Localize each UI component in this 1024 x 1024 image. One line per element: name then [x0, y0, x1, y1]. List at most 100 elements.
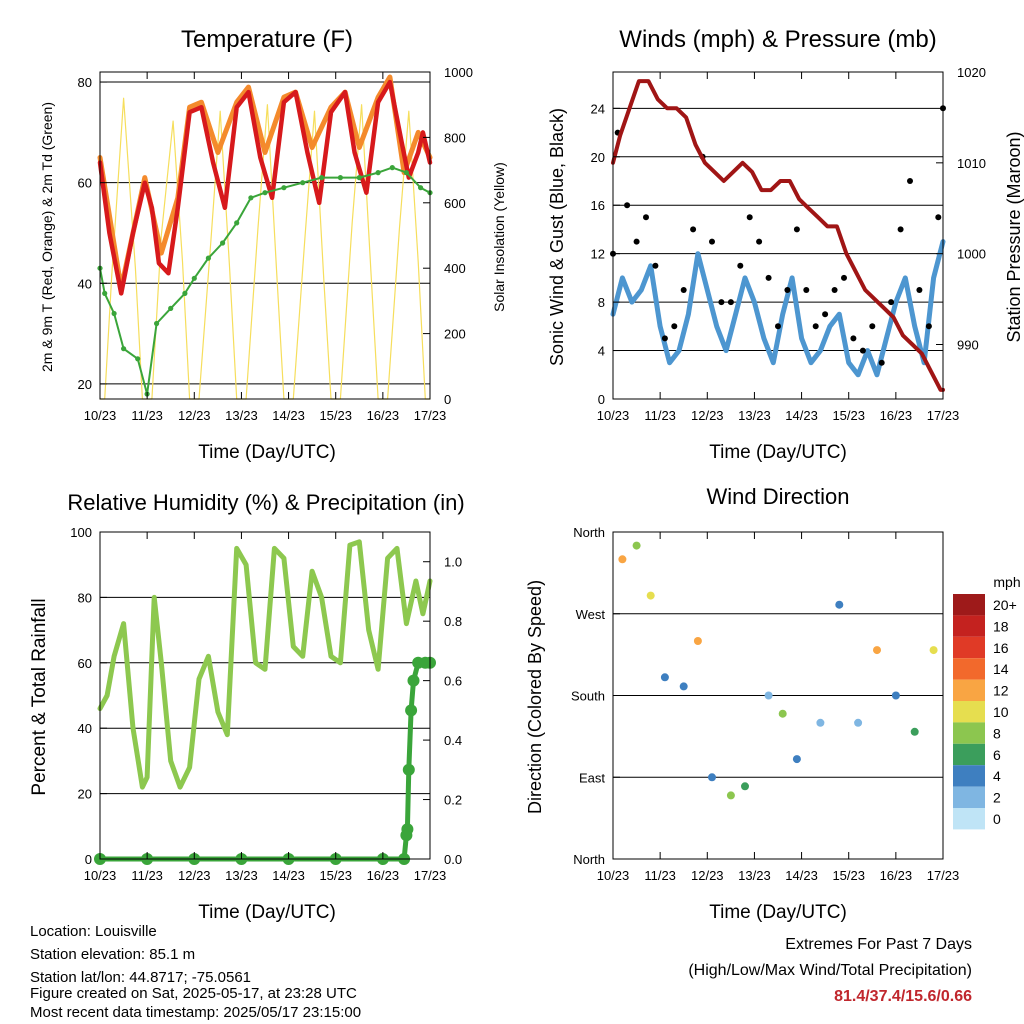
x-tick-label: 12/23: [178, 868, 211, 883]
direction-point: [910, 727, 919, 736]
x-tick-label: 11/23: [131, 408, 163, 423]
y-tick-label: 20: [78, 787, 92, 802]
y2-tick-label: 1010: [957, 156, 986, 171]
legend-label: 18: [993, 618, 1009, 634]
y-tick-label: 40: [78, 276, 92, 291]
gust-point: [661, 335, 668, 342]
x-tick-label: 15/23: [832, 408, 865, 423]
direction-point: [764, 691, 773, 700]
legend-label: 20+: [993, 597, 1017, 613]
humidity-line: [97, 539, 433, 790]
winds-ylabel-right: Station Pressure (Maroon): [1004, 131, 1024, 342]
x-tick-label: 12/23: [178, 408, 211, 423]
extremes-heading: Extremes For Past 7 Days: [785, 936, 972, 953]
legend-swatch: [953, 701, 985, 723]
pressure-line: [611, 79, 945, 392]
legend-label: 16: [993, 640, 1009, 656]
legend-label: 8: [993, 725, 1001, 741]
extremes-values: 81.4/37.4/15.6/0.66: [834, 988, 972, 1005]
footer-location: Location: Louisville: [30, 923, 157, 940]
winds-gridlines: [613, 107, 943, 400]
y-tick-label: 12: [591, 247, 605, 262]
y-tick-label: 60: [78, 656, 92, 671]
winds-series: [610, 79, 946, 392]
winds-ylabel-left: Sonic Wind & Gust (Blue, Black): [547, 108, 567, 366]
winds-plot-frame: [612, 71, 944, 400]
x-tick-label: 16/23: [367, 408, 400, 423]
y2-tick-label: 0: [444, 392, 451, 407]
x-tick-label: 15/23: [319, 868, 352, 883]
x-tick-label: 15/23: [832, 868, 865, 883]
legend-swatch: [953, 594, 985, 616]
direction-point: [816, 718, 825, 727]
x-tick-label: 14/23: [272, 868, 305, 883]
gust-point: [841, 274, 847, 281]
x-tick-label: 11/23: [644, 868, 676, 883]
winds-ticks: 0 4 8 12 16 20 24 990 1000 1010 1020 10/23 11/23 12/2…: [591, 65, 986, 423]
temperature-title: Temperature (F): [181, 26, 353, 53]
gust-point: [633, 238, 640, 245]
x-tick-label: 16/23: [367, 868, 400, 883]
gust-point: [775, 323, 781, 330]
y-tick-label: 60: [78, 176, 92, 191]
direction-point: [693, 637, 702, 645]
y2-tick-label: 600: [444, 196, 466, 211]
y2-tick-label: 800: [444, 130, 466, 145]
gust-point: [727, 299, 734, 306]
gust-point: [643, 214, 649, 221]
y-tick-label: 0: [85, 852, 92, 867]
legend-swatch: [953, 743, 985, 766]
direction-point: [632, 541, 641, 550]
gust-point: [680, 287, 687, 293]
y-tick-label: 80: [78, 75, 92, 90]
y2-tick-label: 1020: [957, 65, 986, 80]
x-tick-label: 13/23: [738, 868, 771, 883]
gust-point: [756, 238, 763, 245]
precip-point: [401, 823, 414, 836]
humidity-plot-frame: [99, 531, 431, 860]
direction-point: [708, 773, 716, 782]
y-tick-label: 100: [70, 525, 92, 540]
legend-swatch: [953, 722, 985, 744]
x-tick-label: 17/23: [414, 408, 447, 423]
humidity-ticks: 0 20 40 60 80 100 0.0 0.2 0.4 0.6 0.8 1.0 10/23 11/23…: [70, 525, 462, 883]
x-tick-label: 17/23: [414, 868, 447, 883]
x-tick-label: 12/23: [691, 868, 724, 883]
x-tick-label: 16/23: [880, 408, 913, 423]
temperature-ylabel-left: 2m & 9m T (Red, Orange) & 2m Td (Green): [39, 102, 55, 372]
gust-point: [746, 214, 753, 221]
humidity-title: Relative Humidity (%) & Precipitation (i…: [67, 490, 464, 515]
direction-point: [891, 691, 900, 700]
gust-point: [916, 287, 923, 293]
gust-point: [803, 287, 810, 293]
humidity-ylabel-left: Percent & Total Rainfall: [29, 598, 50, 795]
x-tick-label: 10/23: [597, 408, 630, 423]
winds-panel: Winds (mph) & Pressure (mb) 0 4 8 12 16 20 24 9…: [547, 26, 1024, 463]
direction-point: [873, 646, 881, 655]
gust-point: [850, 335, 857, 342]
x-tick-label: 13/23: [738, 408, 771, 423]
direction-point: [929, 646, 938, 655]
y-tick-label: 16: [591, 198, 605, 213]
y-tick-label: 0: [598, 392, 605, 407]
gust-point: [784, 287, 791, 293]
x-tick-label: 11/23: [131, 868, 163, 883]
direction-point: [741, 782, 749, 791]
y-tick-label: 4: [598, 344, 605, 359]
humidity-panel: Relative Humidity (%) & Precipitation (i…: [29, 490, 465, 923]
gust-point: [878, 359, 885, 366]
gust-point: [690, 226, 697, 233]
direction-point: [660, 673, 669, 682]
gust-point: [907, 178, 913, 184]
y2-tick-label: 0.0: [444, 852, 462, 867]
y2-tick-label: 0.6: [444, 674, 462, 689]
winds-title: Winds (mph) & Pressure (mb): [619, 26, 936, 53]
x-tick-label: 16/23: [880, 868, 913, 883]
y2-tick-label: 400: [444, 261, 466, 276]
gust-point: [624, 202, 631, 209]
direction-point: [679, 682, 688, 691]
temperature-ylabel-right: Solar Insolation (Yellow): [491, 162, 507, 312]
direction-ylabel-left: Direction (Colored By Speed): [525, 580, 545, 814]
direction-point: [854, 718, 863, 727]
